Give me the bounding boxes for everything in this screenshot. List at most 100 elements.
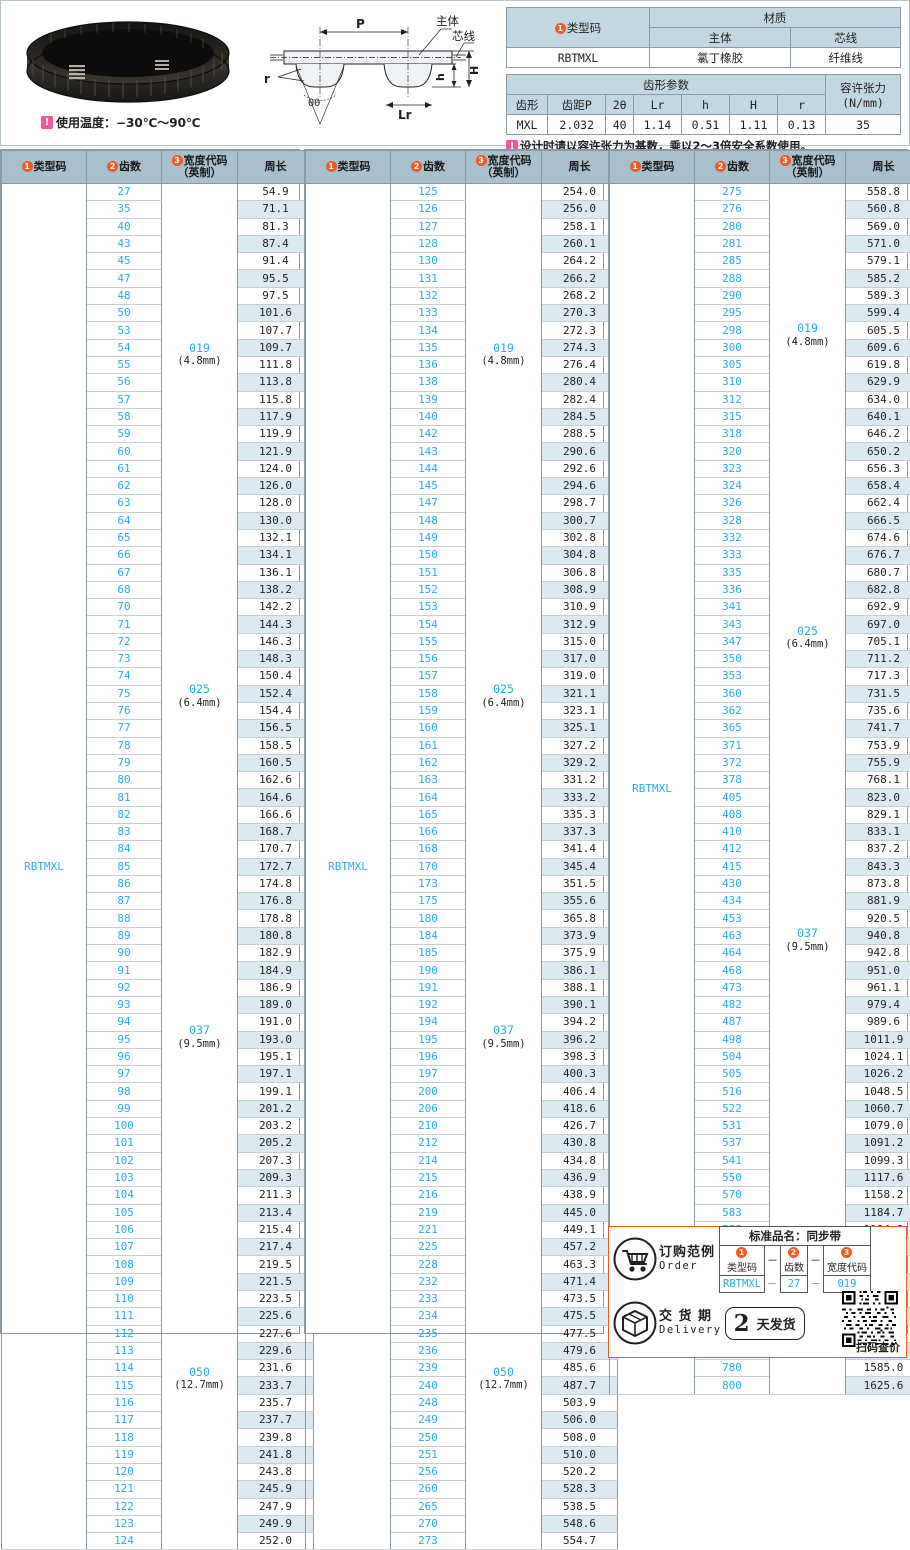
circumference-cell: 961.1 bbox=[846, 979, 910, 996]
circumference-cell: 390.1 bbox=[542, 996, 618, 1013]
width-code-value: 037 bbox=[466, 1024, 541, 1038]
product-illustration-panel: ! 使用温度：−30℃～90℃ bbox=[1, 1, 498, 145]
circumference-cell: 71.1 bbox=[238, 201, 314, 218]
circumference-cell: 569.0 bbox=[846, 218, 910, 235]
width-code-item: 025(6.4mm) bbox=[466, 683, 541, 709]
badge-3-icon-ord: 3 bbox=[841, 1247, 852, 1258]
circumference-cell: 1024.1 bbox=[846, 1048, 910, 1065]
width-code-item: 025(6.4mm) bbox=[770, 625, 845, 651]
circumference-cell: 485.6 bbox=[542, 1360, 618, 1377]
teeth-count-cell: 117 bbox=[87, 1412, 162, 1429]
circumference-cell: 731.5 bbox=[846, 685, 910, 702]
teeth-count-cell: 116 bbox=[87, 1394, 162, 1411]
teeth-count-cell: 35 bbox=[87, 201, 162, 218]
circumference-cell: 1117.6 bbox=[846, 1169, 910, 1186]
teeth-count-cell: 103 bbox=[87, 1169, 162, 1186]
width-code-mm: (6.4mm) bbox=[466, 697, 541, 709]
teeth-count-cell: 74 bbox=[87, 668, 162, 685]
teeth-count-cell: 780 bbox=[695, 1360, 770, 1377]
teeth-count-cell: 324 bbox=[695, 478, 770, 495]
circumference-cell: 438.9 bbox=[542, 1187, 618, 1204]
order-code-table: 标准品名：同步带 1 类型码 － 2 齿数 － 3 宽度代码 bbox=[719, 1226, 871, 1293]
teeth-count-cell: 64 bbox=[87, 512, 162, 529]
teeth-count-cell: 215 bbox=[391, 1169, 466, 1186]
teeth-count-cell: 378 bbox=[695, 772, 770, 789]
circumference-cell: 294.6 bbox=[542, 478, 618, 495]
circumference-cell: 1099.3 bbox=[846, 1152, 910, 1169]
circumference-cell: 735.6 bbox=[846, 702, 910, 719]
teeth-count-cell: 505 bbox=[695, 1066, 770, 1083]
teeth-count-cell: 61 bbox=[87, 460, 162, 477]
teeth-count-cell: 126 bbox=[391, 201, 466, 218]
teeth-count-cell: 125 bbox=[391, 184, 466, 201]
teeth-count-cell: 236 bbox=[391, 1342, 466, 1359]
circumference-cell: 434.8 bbox=[542, 1152, 618, 1169]
teeth-count-cell: 164 bbox=[391, 789, 466, 806]
tension-value: 35 bbox=[826, 115, 901, 135]
teeth-count-cell: 341 bbox=[695, 599, 770, 616]
circumference-cell: 272.3 bbox=[542, 322, 618, 339]
circumference-cell: 282.4 bbox=[542, 391, 618, 408]
delivery-time-pill: 2 天发货 bbox=[725, 1307, 805, 1340]
circumference-cell: 233.7 bbox=[238, 1377, 314, 1394]
circumference-cell: 191.0 bbox=[238, 1014, 314, 1031]
circumference-cell: 680.7 bbox=[846, 564, 910, 581]
circumference-cell: 315.0 bbox=[542, 633, 618, 650]
circumference-cell: 662.4 bbox=[846, 495, 910, 512]
teeth-count-cell: 108 bbox=[87, 1256, 162, 1273]
table-row: RBTMXL275019(4.8mm)025(6.4mm)037(9.5mm)0… bbox=[610, 184, 910, 201]
circumference-cell: 162.6 bbox=[238, 772, 314, 789]
circumference-cell: 235.7 bbox=[238, 1394, 314, 1411]
teeth-count-cell: 60 bbox=[87, 443, 162, 460]
teeth-count-cell: 66 bbox=[87, 547, 162, 564]
teeth-count-cell: 318 bbox=[695, 426, 770, 443]
circumference-cell: 306.8 bbox=[542, 564, 618, 581]
teeth-count-cell: 168 bbox=[391, 841, 466, 858]
teeth-count-cell: 50 bbox=[87, 305, 162, 322]
circumference-cell: 396.2 bbox=[542, 1031, 618, 1048]
teeth-count-cell: 196 bbox=[391, 1048, 466, 1065]
teeth-count-cell: 72 bbox=[87, 633, 162, 650]
circumference-cell: 124.0 bbox=[238, 460, 314, 477]
teeth-count-cell: 531 bbox=[695, 1118, 770, 1135]
type-code-cell: RBTMXL bbox=[2, 184, 87, 1550]
type-code-cell: RBTMXL bbox=[306, 184, 391, 1550]
teeth-count-cell: 145 bbox=[391, 478, 466, 495]
teeth-count-cell: 144 bbox=[391, 460, 466, 477]
circumference-cell: 753.9 bbox=[846, 737, 910, 754]
circumference-cell: 270.3 bbox=[542, 305, 618, 322]
width-code-cell: 019(4.8mm)025(6.4mm)037(9.5mm)050(12.7mm… bbox=[162, 184, 238, 1550]
circumference-cell: 666.5 bbox=[846, 512, 910, 529]
info-badge-icon: ! bbox=[41, 116, 53, 129]
circumference-cell: 213.4 bbox=[238, 1204, 314, 1221]
width-code-item: 019(4.8mm) bbox=[770, 322, 845, 348]
circumference-cell: 308.9 bbox=[542, 581, 618, 598]
circumference-cell: 164.6 bbox=[238, 789, 314, 806]
circumference-cell: 298.7 bbox=[542, 495, 618, 512]
circumference-cell: 585.2 bbox=[846, 270, 910, 287]
teeth-count-cell: 96 bbox=[87, 1048, 162, 1065]
teeth-count-cell: 128 bbox=[391, 235, 466, 252]
circumference-cell: 388.1 bbox=[542, 979, 618, 996]
circumference-cell: 508.0 bbox=[542, 1429, 618, 1446]
circumference-cell: 528.3 bbox=[542, 1481, 618, 1498]
circumference-cell: 430.8 bbox=[542, 1135, 618, 1152]
teeth-count-cell: 147 bbox=[391, 495, 466, 512]
teeth-count-cell: 154 bbox=[391, 616, 466, 633]
teeth-count-cell: 156 bbox=[391, 651, 466, 668]
package-icon bbox=[613, 1301, 657, 1345]
teeth-count-cell: 315 bbox=[695, 408, 770, 425]
tooth-value-4: 0.51 bbox=[682, 115, 730, 135]
circumference-cell: 755.9 bbox=[846, 754, 910, 771]
teeth-count-cell: 158 bbox=[391, 685, 466, 702]
width-code-cell: 019(4.8mm)025(6.4mm)037(9.5mm)050(12.7mm… bbox=[770, 184, 846, 1395]
teeth-count-cell: 87 bbox=[87, 893, 162, 910]
teeth-count-cell: 800 bbox=[695, 1377, 770, 1394]
teeth-count-cell: 105 bbox=[87, 1204, 162, 1221]
